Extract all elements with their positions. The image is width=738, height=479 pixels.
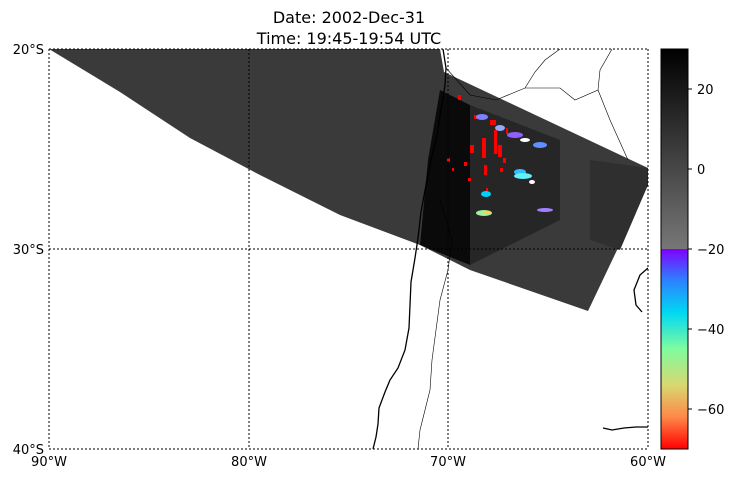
lat-tick-label: 30°S bbox=[13, 243, 44, 258]
gridlines bbox=[48, 48, 649, 450]
swath-right-shade bbox=[590, 160, 648, 250]
colorbar-gray-segment bbox=[661, 49, 688, 249]
lat-tick-label: 20°S bbox=[13, 43, 44, 58]
south-america-coastline bbox=[372, 49, 447, 449]
colorbar-rainbow-segment bbox=[661, 249, 688, 449]
convective-cells bbox=[476, 114, 553, 216]
lon-tick-label: 60°W bbox=[630, 455, 666, 470]
chart-title-date: Date: 2002-Dec-31 bbox=[272, 8, 426, 27]
swath-dark-band bbox=[420, 90, 470, 265]
chart-title-time: Time: 19:45-19:54 UTC bbox=[256, 29, 442, 48]
lon-tick-label: 80°W bbox=[231, 455, 267, 470]
lon-tick-label: 70°W bbox=[430, 455, 466, 470]
colorbar-tick-label: 0 bbox=[697, 163, 705, 178]
colorbar: 20 0 −20 −40 −60 bbox=[660, 48, 724, 450]
colorbar-tick-label: −40 bbox=[697, 323, 724, 338]
colorbar-tick-label: 20 bbox=[697, 83, 714, 98]
country-borders bbox=[417, 49, 629, 449]
lon-tick-label: 90°W bbox=[31, 455, 67, 470]
colorbar-tick-label: −60 bbox=[697, 403, 724, 418]
lat-tick-label: 40°S bbox=[13, 443, 44, 458]
colorbar-tick-label: −20 bbox=[697, 243, 724, 258]
east-coastline bbox=[602, 267, 648, 431]
